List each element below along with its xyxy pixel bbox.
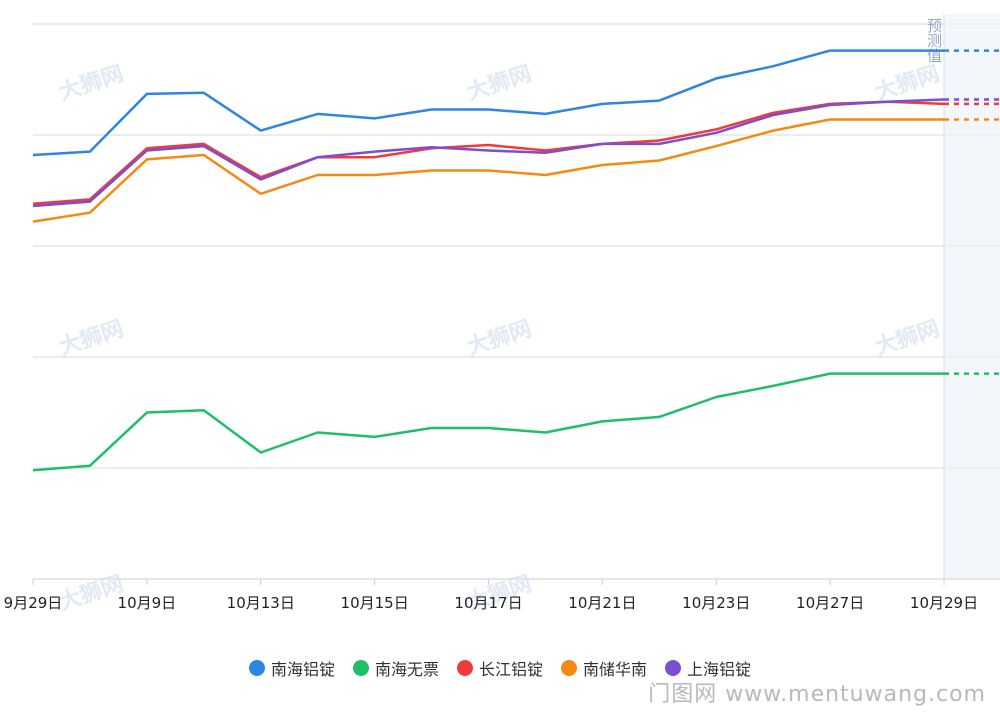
legend-marker bbox=[352, 660, 369, 676]
series-line bbox=[32, 49, 944, 157]
x-tick-label: 10月9日 bbox=[118, 594, 177, 612]
series-line bbox=[32, 100, 945, 206]
forecast-band bbox=[944, 14, 1000, 579]
legend-marker bbox=[665, 660, 682, 676]
x-tick-label: 9月29日 bbox=[4, 594, 63, 612]
legend-marker bbox=[561, 660, 577, 676]
x-tick-label: 10月27日 bbox=[796, 594, 864, 612]
x-axis-ticks: 9月29日 10月9日 10月13日 10月15日 10月17日 10月21日 10月23日… bbox=[4, 579, 978, 612]
watermark-text: 大狮网 bbox=[464, 317, 535, 361]
legend-marker bbox=[456, 660, 473, 676]
x-tick-label: 10月23日 bbox=[682, 594, 750, 612]
watermark-text: 大狮网 bbox=[872, 317, 943, 361]
series-line bbox=[32, 372, 944, 472]
legend: 南海铝锭 南海无票 长江铝锭 南储华南 上海铝锭 bbox=[0, 656, 1000, 680]
legend-marker bbox=[248, 660, 265, 676]
series-line bbox=[32, 98, 945, 208]
grid-lines bbox=[33, 23, 1000, 469]
x-tick-label: 10月15日 bbox=[341, 594, 409, 612]
legend-label: 长江铝锭 bbox=[478, 660, 543, 679]
forecast-label: 预测值 bbox=[925, 18, 943, 63]
x-tick-label: 10月13日 bbox=[227, 594, 295, 612]
watermark-text: 大狮网 bbox=[464, 62, 535, 106]
legend-item[interactable]: 长江铝锭 bbox=[456, 656, 543, 680]
series-layer bbox=[32, 49, 1000, 472]
x-tick-label: 10月29日 bbox=[910, 594, 978, 612]
series-line bbox=[32, 118, 944, 223]
footer-watermark: 门图网 www.mentuwang.com bbox=[648, 682, 986, 707]
legend-label: 南海铝锭 bbox=[270, 660, 335, 679]
legend-label: 南储华南 bbox=[583, 660, 648, 679]
x-tick-label: 10月21日 bbox=[568, 594, 636, 612]
legend-label: 上海铝锭 bbox=[687, 660, 752, 679]
watermark-text: 大狮网 bbox=[56, 572, 127, 616]
legend-item[interactable]: 南储华南 bbox=[561, 656, 647, 680]
legend-item[interactable]: 上海铝锭 bbox=[665, 656, 751, 680]
x-tick-label: 10月17日 bbox=[454, 594, 522, 612]
watermark-text: 大狮网 bbox=[56, 317, 127, 361]
watermark-text: 大狮网 bbox=[56, 62, 127, 106]
legend-item[interactable]: 南海铝锭 bbox=[248, 656, 335, 680]
legend-item[interactable]: 南海无票 bbox=[352, 656, 439, 680]
legend-label: 南海无票 bbox=[374, 660, 439, 679]
